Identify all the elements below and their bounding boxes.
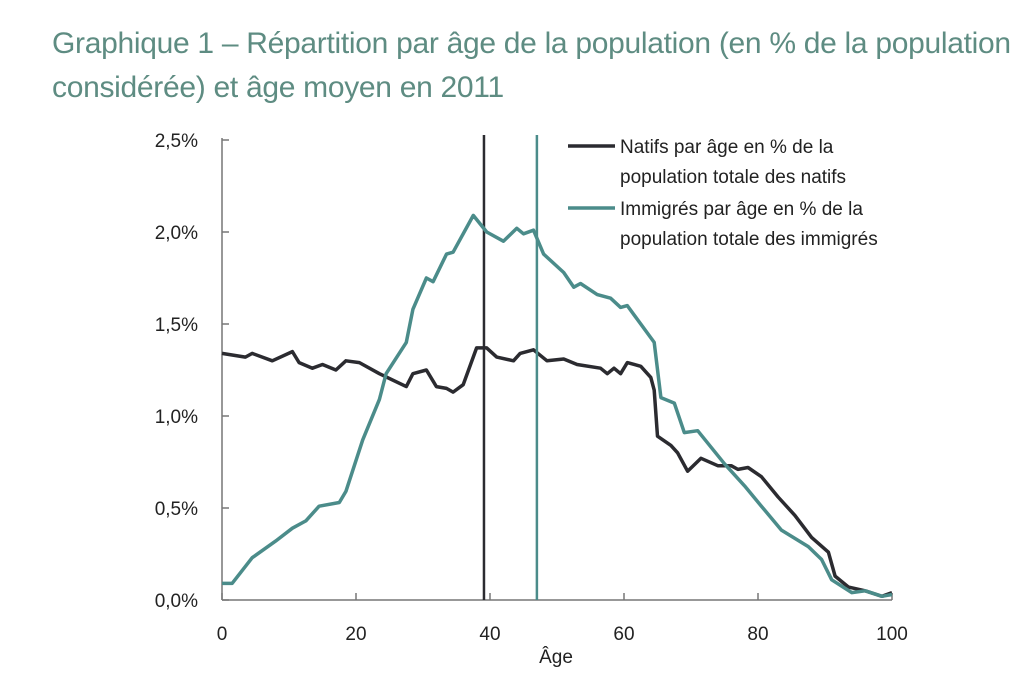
- y-tick-label: 0,5%: [155, 499, 198, 520]
- immigres-series-line: [222, 213, 893, 599]
- x-tick-label: 0: [217, 624, 228, 645]
- y-tick-label: 2,0%: [155, 223, 198, 244]
- legend-label: Natifs par âge en % de la: [620, 137, 834, 158]
- y-tick-label: 0,0%: [155, 591, 198, 612]
- legend-label: Immigrés par âge en % de la: [620, 199, 863, 220]
- x-tick-label: 60: [613, 624, 634, 645]
- legend-label: population totale des natifs: [620, 167, 846, 188]
- series-group: [221, 135, 893, 600]
- legend: Natifs par âge en % de la population tota…: [568, 137, 878, 250]
- legend-label: population totale des immigrés: [620, 229, 878, 250]
- y-tick-label: 1,5%: [155, 315, 198, 336]
- y-tick-label: 1,0%: [155, 407, 198, 428]
- natifs-series-line: [221, 346, 893, 599]
- axes: [221, 138, 893, 601]
- x-tick-label: 100: [876, 624, 908, 645]
- x-tick-label: 40: [479, 624, 500, 645]
- x-tick-label: 20: [345, 624, 366, 645]
- chart-title: Graphique 1 – Répartition par âge de la …: [52, 27, 1011, 104]
- x-tick-label: 80: [747, 624, 768, 645]
- x-axis-label: Âge: [539, 646, 573, 668]
- tick-labels: 0,0% 0,5% 1,0% 1,5% 2,0% 2,5% 0 20 40 60 80 100: [155, 131, 908, 645]
- y-tick-label: 2,5%: [155, 131, 198, 152]
